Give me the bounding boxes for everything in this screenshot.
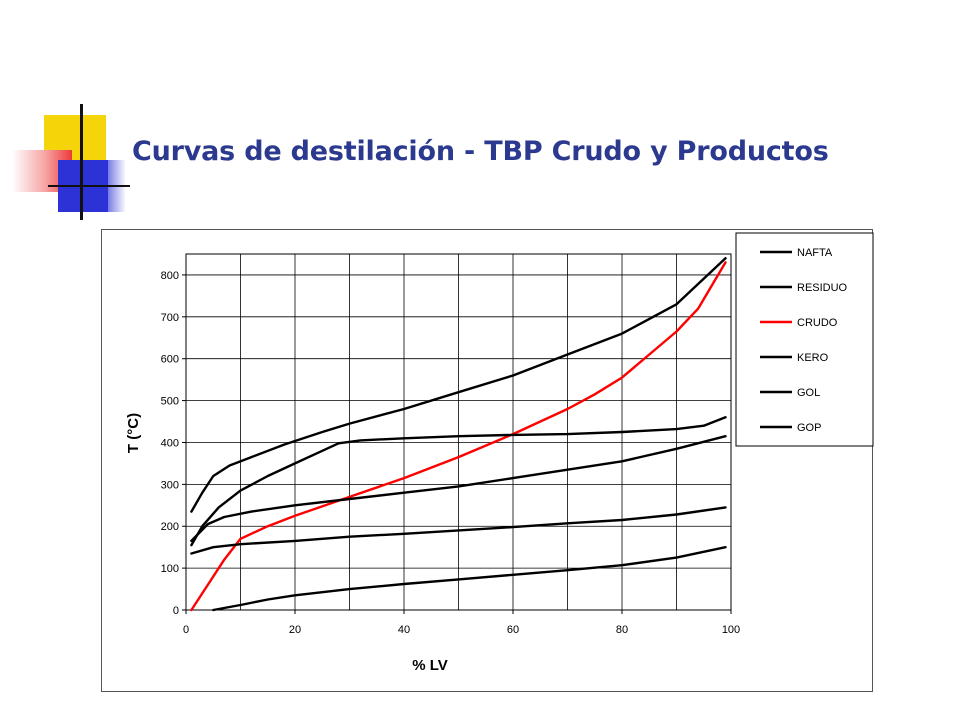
y-tick-label: 800 <box>161 270 179 282</box>
legend-label-gop: GOP <box>797 422 821 434</box>
legend-label-gol: GOL <box>797 387 820 399</box>
y-tick-label: 0 <box>173 605 179 617</box>
y-axis-title: T (°C) <box>125 413 142 453</box>
x-axis-title: % LV <box>412 657 448 674</box>
y-tick-label: 500 <box>161 396 179 408</box>
legend-label-kero: KERO <box>797 352 829 364</box>
decoration-horizontal-line <box>48 185 130 187</box>
y-tick-label: 300 <box>161 479 179 491</box>
legend-box <box>735 232 874 447</box>
y-tick-label: 700 <box>161 312 179 324</box>
y-tick-label: 600 <box>161 354 179 366</box>
grid <box>185 253 732 611</box>
x-tick-label: 20 <box>289 624 301 636</box>
legend-label-nafta: NAFTA <box>797 247 833 259</box>
x-tick-label: 40 <box>398 624 410 636</box>
series-line-kero <box>190 435 727 543</box>
x-tick-label: 0 <box>183 624 189 636</box>
legend-label-crudo: CRUDO <box>797 317 838 329</box>
series-line-gop <box>190 416 727 547</box>
y-tick-label: 200 <box>161 521 179 533</box>
legend: NAFTA RESIDUO CRUDO KERO GOL GOP <box>735 232 874 447</box>
x-tick-label: 60 <box>507 624 519 636</box>
x-tick-label: 100 <box>722 624 740 636</box>
series-line-gol <box>190 506 727 555</box>
y-tick-label: 100 <box>161 563 179 575</box>
series-line-nafta <box>212 546 727 612</box>
series <box>190 257 727 612</box>
slide-title: Curvas de destilación - TBP Crudo y Prod… <box>132 136 829 167</box>
decoration-vertical-line <box>80 104 83 220</box>
x-tick-label: 80 <box>616 624 628 636</box>
legend-label-residuo: RESIDUO <box>797 282 848 294</box>
series-line-residuo <box>190 257 727 513</box>
axes: 0 100 200 300 400 500 600 700 800 0 20 40 60 80 100 <box>161 270 741 636</box>
y-tick-label: 400 <box>161 437 179 449</box>
